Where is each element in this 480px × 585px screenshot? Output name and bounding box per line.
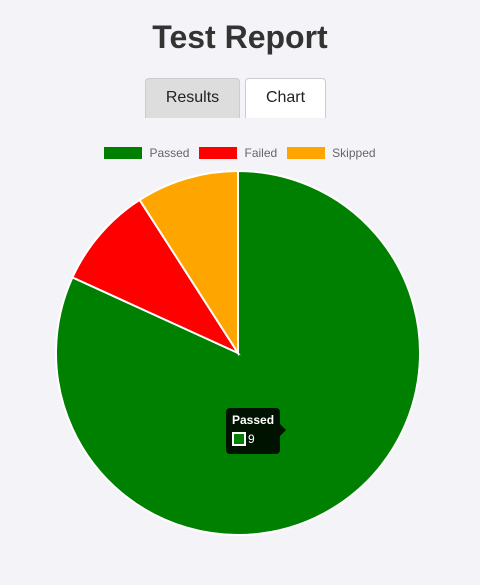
pie-slice-passed[interactable] bbox=[55, 169, 421, 536]
chart-legend: Passed Failed Skipped bbox=[0, 146, 480, 160]
tooltip-value: 9 bbox=[248, 432, 255, 446]
tab-results[interactable]: Results bbox=[145, 78, 240, 118]
tooltip-row: 9 bbox=[232, 432, 274, 446]
legend-label-skipped: Skipped bbox=[332, 146, 376, 160]
tab-bar: Results Chart bbox=[145, 78, 326, 118]
legend-swatch-skipped bbox=[287, 147, 326, 159]
pie-slice-failed[interactable] bbox=[71, 198, 241, 356]
tab-chart[interactable]: Chart bbox=[245, 78, 326, 118]
page-title: Test Report bbox=[152, 19, 328, 55]
legend-item-passed[interactable]: Passed bbox=[104, 146, 189, 160]
legend-swatch-failed bbox=[199, 147, 238, 159]
tooltip-swatch bbox=[232, 432, 246, 446]
legend-item-failed[interactable]: Failed bbox=[199, 146, 277, 160]
legend-label-passed: Passed bbox=[149, 146, 190, 160]
legend-label-failed: Failed bbox=[244, 146, 278, 160]
legend-swatch-passed bbox=[104, 147, 143, 159]
tooltip-title: Passed bbox=[232, 413, 275, 427]
pie-slice-skipped[interactable] bbox=[138, 169, 239, 357]
legend-item-skipped[interactable]: Skipped bbox=[287, 146, 376, 160]
chart-tooltip: Passed 9 bbox=[226, 408, 286, 454]
